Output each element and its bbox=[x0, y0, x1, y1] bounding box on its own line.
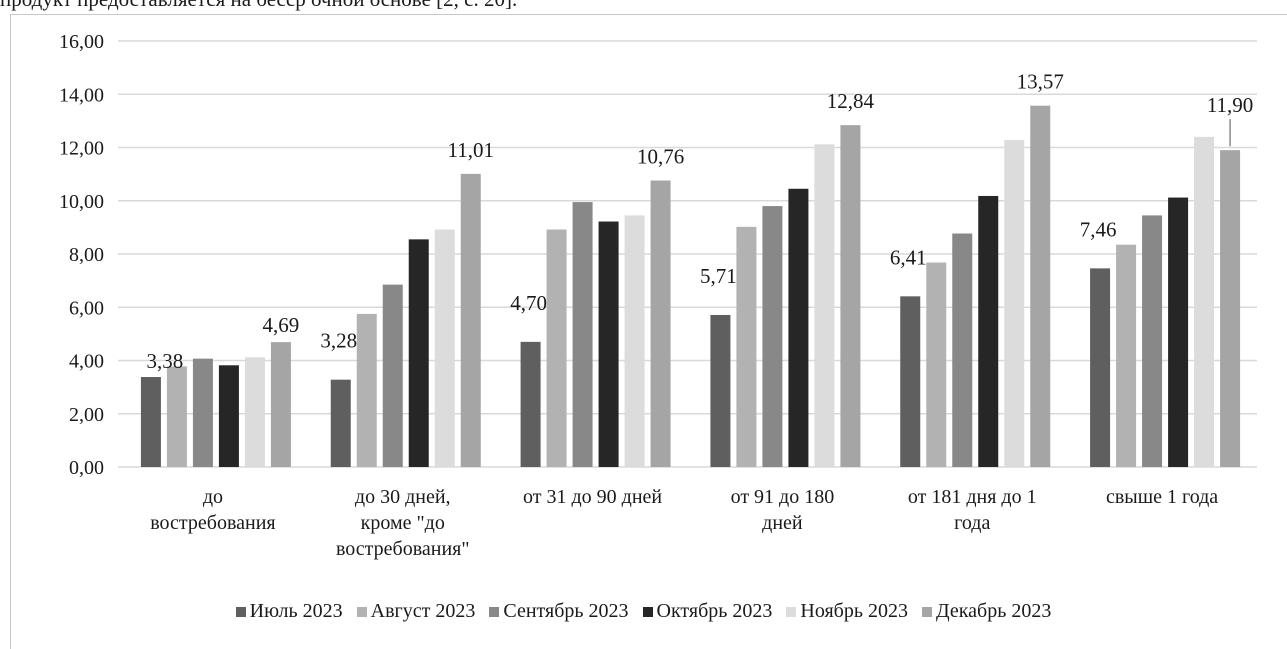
data-label: 13,57 bbox=[1017, 70, 1064, 94]
legend-swatch bbox=[356, 606, 367, 617]
y-tick-label: 16,00 bbox=[59, 31, 104, 53]
legend-swatch bbox=[786, 606, 797, 617]
legend-item: Ноябрь 2023 bbox=[786, 600, 908, 623]
legend-label: Декабрь 2023 bbox=[935, 600, 1052, 622]
bar bbox=[1116, 244, 1137, 467]
bar bbox=[382, 284, 403, 467]
data-label: 6,41 bbox=[890, 245, 927, 269]
bar bbox=[520, 341, 541, 467]
bar bbox=[218, 365, 239, 467]
bar bbox=[140, 377, 161, 467]
bar bbox=[572, 202, 593, 468]
legend-label: Октябрь 2023 bbox=[656, 600, 773, 622]
bar bbox=[166, 366, 187, 467]
legend-item: Июль 2023 bbox=[235, 600, 343, 623]
bar bbox=[460, 173, 481, 467]
data-label: 10,76 bbox=[637, 145, 684, 169]
bar bbox=[356, 313, 377, 467]
legend-label: Август 2023 bbox=[370, 600, 476, 622]
bar bbox=[624, 215, 645, 467]
bar bbox=[244, 357, 265, 467]
data-label: 12,84 bbox=[827, 89, 875, 113]
x-tick-label: от 181 дня до 1 года bbox=[908, 486, 1037, 534]
x-tick-label: до 30 дней, кроме "до востребования" bbox=[336, 486, 470, 560]
x-tick-label: от 31 до 90 дней bbox=[523, 486, 662, 508]
bar bbox=[1004, 140, 1025, 468]
data-label: 11,01 bbox=[448, 138, 494, 162]
bar-chart: 0,00 2,00 4,00 6,00 8,00 10,00 12,00 14,00 16,00… bbox=[59, 31, 1257, 560]
bar bbox=[710, 314, 731, 467]
bar bbox=[978, 195, 999, 467]
y-tick-label: 10,00 bbox=[59, 191, 104, 213]
legend-item: Октябрь 2023 bbox=[642, 600, 773, 623]
bar bbox=[952, 233, 973, 467]
y-tick-label: 12,00 bbox=[59, 138, 104, 160]
legend-label: Ноябрь 2023 bbox=[800, 600, 908, 622]
bar bbox=[814, 144, 835, 467]
y-tick-label: 0,00 bbox=[69, 457, 104, 479]
bar bbox=[1220, 150, 1241, 467]
y-tick-label: 2,00 bbox=[69, 404, 104, 426]
legend-swatch bbox=[921, 606, 932, 617]
x-tick-label: от 91 до 180 дней bbox=[731, 486, 835, 534]
data-label: 4,70 bbox=[510, 291, 547, 315]
bar bbox=[1142, 215, 1163, 467]
bar bbox=[1168, 197, 1189, 467]
x-tick-label: свыше 1 года bbox=[1106, 486, 1218, 508]
bar bbox=[434, 229, 455, 467]
bar bbox=[192, 358, 213, 467]
y-tick-label: 14,00 bbox=[59, 84, 104, 106]
legend-swatch bbox=[235, 606, 246, 617]
bar bbox=[900, 296, 921, 467]
bar bbox=[650, 180, 671, 467]
bar bbox=[926, 262, 947, 467]
y-tick-label: 4,00 bbox=[69, 351, 104, 373]
bar bbox=[270, 342, 291, 467]
bar bbox=[546, 229, 567, 467]
data-label: 5,71 bbox=[700, 264, 737, 288]
bar bbox=[598, 221, 619, 467]
legend-label: Июль 2023 bbox=[249, 600, 343, 622]
data-label: 11,90 bbox=[1207, 93, 1253, 117]
y-tick-label: 6,00 bbox=[69, 297, 104, 319]
chart-frame bbox=[10, 14, 1287, 649]
y-tick-label: 8,00 bbox=[69, 244, 104, 266]
legend-label: Сентябрь 2023 bbox=[503, 600, 629, 622]
data-label: 4,69 bbox=[263, 313, 300, 337]
legend-swatch bbox=[642, 606, 653, 617]
legend-swatch bbox=[489, 606, 500, 617]
data-label: 3,28 bbox=[320, 329, 357, 353]
legend-item: Декабрь 2023 bbox=[921, 600, 1052, 623]
bar bbox=[330, 379, 351, 467]
bar bbox=[840, 125, 861, 467]
data-label: 7,46 bbox=[1080, 217, 1117, 241]
bar bbox=[1194, 136, 1215, 467]
bar bbox=[736, 226, 757, 467]
bar bbox=[1090, 268, 1111, 467]
bar bbox=[788, 188, 809, 468]
legend-item: Август 2023 bbox=[356, 600, 476, 623]
x-tick-label: до востребования bbox=[150, 486, 275, 534]
bar bbox=[408, 239, 429, 467]
legend-item: Сентябрь 2023 bbox=[489, 600, 629, 623]
chart-legend: Июль 2023 Август 2023 Сентябрь 2023 Октябрь… bbox=[0, 600, 1287, 623]
data-label: 3,38 bbox=[147, 349, 184, 373]
bar bbox=[762, 206, 783, 467]
document-text-line: продукт предоставляется на бесср очной о… bbox=[0, 0, 517, 12]
bar bbox=[1030, 105, 1051, 467]
